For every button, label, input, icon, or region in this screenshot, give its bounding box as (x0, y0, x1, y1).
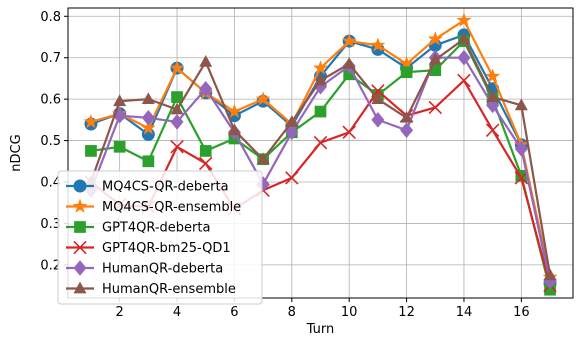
legend-label: MQ4CS-QR-deberta (102, 180, 229, 195)
data-point (427, 31, 443, 46)
data-point (170, 114, 184, 130)
y-tick-label: 0.2 (40, 258, 61, 273)
data-point (314, 105, 327, 118)
data-point (400, 110, 414, 123)
y-axis-label: nDCG (9, 134, 24, 171)
x-ticks: 2 4 6 8 10 12 14 16 (116, 298, 530, 320)
y-tick-label: 0.5 (40, 134, 61, 149)
data-point (456, 12, 472, 27)
x-tick-label: 2 (116, 305, 124, 320)
x-tick-label: 10 (341, 305, 358, 320)
data-point (457, 73, 471, 88)
x-tick-label: 4 (173, 305, 181, 320)
data-point (141, 109, 155, 126)
data-point (370, 37, 386, 52)
data-point (428, 100, 443, 115)
legend-label: GPT4QR-deberta (102, 221, 210, 236)
data-point (113, 140, 126, 153)
data-point (342, 125, 356, 140)
x-tick-label: 6 (230, 305, 238, 320)
legend-label: HumanQR-ensemble (102, 282, 236, 297)
data-point (198, 156, 213, 171)
legend-box (57, 170, 263, 305)
legend: MQ4CS-QR-deberta MQ4CS-QR-ensemble GPT4QR-… (57, 170, 263, 305)
data-point (285, 171, 299, 185)
data-point (227, 123, 241, 136)
data-point (170, 102, 184, 115)
data-point (140, 120, 156, 135)
data-point (486, 90, 500, 102)
data-point (543, 268, 557, 281)
plot-series (83, 12, 558, 296)
data-point (199, 145, 212, 157)
data-point (544, 283, 556, 296)
data-point (457, 32, 471, 44)
data-point (399, 56, 414, 71)
data-point (400, 66, 413, 79)
legend-label: MQ4CS-QR-ensemble (102, 200, 241, 215)
data-point (142, 155, 155, 168)
series-group (84, 32, 557, 281)
data-point (199, 55, 213, 67)
y-tick-label: 0.7 (40, 51, 61, 66)
data-point (170, 140, 184, 154)
data-point (255, 91, 271, 106)
plot-frame (67, 7, 574, 299)
data-point (171, 91, 183, 103)
legend-swatch-marker (74, 221, 86, 233)
y-tick-label: 0.4 (40, 176, 61, 191)
legend-swatch-marker (73, 281, 87, 294)
data-point (343, 68, 356, 81)
x-tick-label: 8 (288, 305, 296, 320)
data-point (113, 94, 127, 107)
data-point (256, 152, 270, 165)
x-tick-label: 16 (513, 305, 530, 320)
legend-label: GPT4QR-bm25-QD1 (102, 241, 231, 256)
data-point (141, 92, 155, 105)
legend-label: HumanQR-deberta (102, 262, 223, 277)
legend-swatch-marker (73, 260, 87, 276)
data-point (371, 112, 385, 128)
data-point (256, 176, 270, 192)
data-point (227, 103, 242, 118)
data-point (314, 73, 327, 86)
data-point (285, 124, 299, 141)
data-point (169, 60, 185, 75)
data-point (429, 64, 442, 76)
data-point (342, 57, 356, 69)
data-point (83, 114, 99, 129)
x-axis-label: Turn (306, 322, 335, 337)
y-tick-label: 0.6 (40, 93, 61, 108)
data-point (457, 49, 471, 66)
legend-swatch-marker (73, 240, 87, 255)
y-tick-label: 0.3 (40, 217, 61, 232)
legend-swatch-marker (72, 198, 88, 213)
y-ticks: 0.2 0.3 0.4 0.5 0.6 0.7 0.8 (40, 10, 68, 273)
x-tick-label: 14 (456, 305, 473, 320)
data-point (227, 109, 241, 123)
data-point (514, 171, 529, 185)
data-point (313, 135, 328, 150)
data-point (341, 33, 357, 48)
legend-swatch-marker (73, 179, 87, 193)
data-point (371, 92, 385, 105)
data-point (514, 141, 528, 157)
data-point (313, 60, 328, 75)
data-point (485, 123, 500, 137)
data-point (428, 52, 442, 65)
data-point (514, 98, 528, 111)
y-tick-label: 0.8 (40, 10, 61, 25)
data-point (85, 145, 97, 157)
data-point (400, 122, 414, 139)
data-point (485, 68, 501, 83)
data-point (285, 115, 299, 127)
x-tick-label: 12 (398, 305, 415, 320)
data-point (199, 80, 213, 97)
